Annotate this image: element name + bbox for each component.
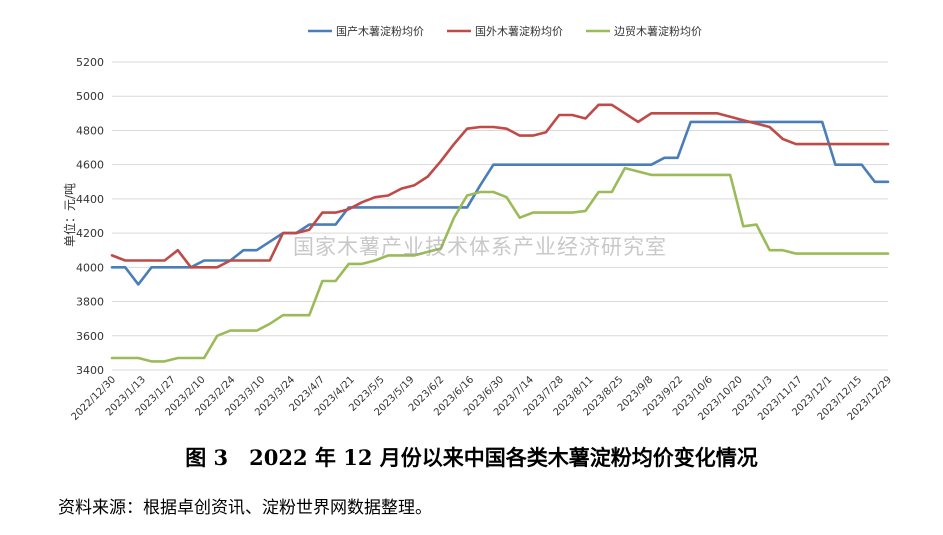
legend-label: 边贸木薯淀粉均价 <box>614 24 702 38</box>
legend: 国产木薯淀粉均价 国外木薯淀粉均价 边贸木薯淀粉均价 <box>308 24 702 38</box>
y-tick-label: 5000 <box>76 90 104 103</box>
y-tick-label: 4600 <box>76 159 104 172</box>
legend-label: 国外木薯淀粉均价 <box>475 24 563 38</box>
y-tick-label: 4800 <box>76 124 104 137</box>
series-line-1 <box>110 120 890 286</box>
line-chart: 3400 3600 3800 4000 4200 4400 4600 4800 5000 5200… <box>62 24 895 423</box>
series-line-2 <box>110 103 890 269</box>
x-tick-labels: 2022/12/302023/1/132023/1/272023/2/10202… <box>70 374 895 423</box>
y-tick-label: 5200 <box>76 56 104 69</box>
grid-lines <box>112 61 888 371</box>
source-note: 资料来源：根据卓创资讯、淀粉世界网数据整理。 <box>58 498 432 518</box>
y-tick-label: 4400 <box>76 193 104 206</box>
series-lines <box>110 103 890 363</box>
y-tick-label: 4200 <box>76 227 104 240</box>
y-axis-label: 单位：元/吨 <box>62 183 77 247</box>
series-line-3 <box>110 166 890 363</box>
y-tick-labels: 3400 3600 3800 4000 4200 4400 4600 4800 5000 5200 <box>76 56 104 377</box>
y-tick-label: 3800 <box>76 296 104 309</box>
y-tick-label: 4000 <box>76 261 104 274</box>
figure-caption: 图 3 2022 年 12 月份以来中国各类木薯淀粉均价变化情况 <box>185 445 758 470</box>
y-tick-label: 3400 <box>76 364 104 377</box>
y-tick-label: 3600 <box>76 330 104 343</box>
legend-label: 国产木薯淀粉均价 <box>336 24 424 38</box>
watermark: 国家木薯产业技术体系产业经济研究室 <box>293 235 667 259</box>
